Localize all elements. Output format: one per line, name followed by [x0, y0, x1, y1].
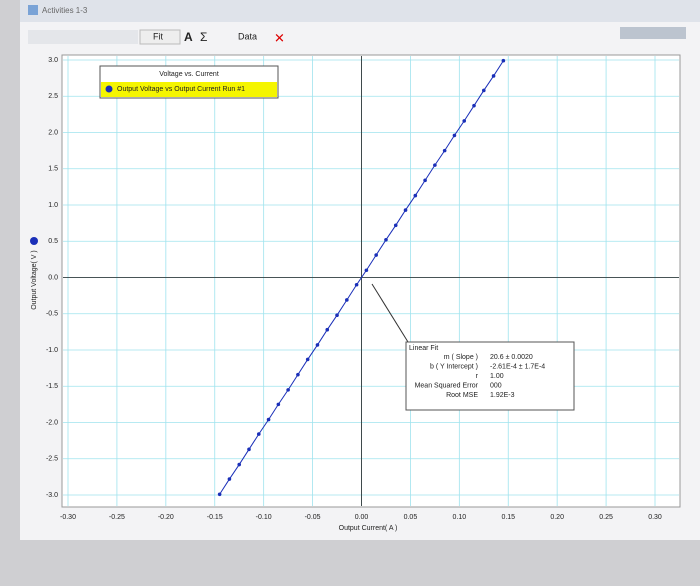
- y-tick-label: 0.0: [48, 274, 58, 281]
- fit-value: 20.6 ± 0.0020: [490, 354, 533, 361]
- plot-area: [61, 54, 681, 508]
- y-tick-label: 1.0: [48, 202, 58, 209]
- data-point: [364, 268, 369, 273]
- data-point: [266, 417, 271, 422]
- fit-label: Mean Squared Error: [415, 382, 479, 389]
- fit-label: Root MSE: [446, 392, 478, 399]
- y-tick-label: -2.0: [46, 419, 58, 426]
- y-tick-label: 2.5: [48, 93, 58, 100]
- data-point: [256, 432, 261, 436]
- x-tick-label: -0.25: [109, 514, 125, 521]
- legend-highlight: [101, 82, 277, 97]
- data-point: [276, 402, 281, 407]
- y-tick-label: 2.0: [48, 129, 58, 136]
- data-point: [315, 343, 320, 347]
- fit-label: b ( Y Intercept ): [430, 363, 478, 370]
- y-axis-label: Output Voltage( V ): [31, 250, 38, 310]
- x-tick-label: -0.15: [207, 514, 223, 521]
- data-point: [442, 148, 447, 153]
- x-tick-label: -0.05: [305, 514, 321, 521]
- toolbar-label[interactable]: Σ: [200, 30, 207, 44]
- data-point: [286, 388, 290, 392]
- fit-label: m ( Slope ): [444, 354, 478, 361]
- x-tick-label: -0.20: [158, 514, 174, 521]
- data-point: [413, 193, 418, 198]
- y-tick-label: 0.5: [48, 238, 58, 245]
- toolbar-label[interactable]: Fit: [153, 31, 163, 41]
- data-point: [481, 88, 486, 93]
- data-point: [345, 298, 349, 302]
- x-tick-label: 0.20: [550, 514, 564, 521]
- data-point: [217, 492, 222, 497]
- x-tick-label: 0.00: [355, 514, 369, 521]
- data-point: [325, 327, 330, 332]
- y-tick-label: -3.0: [46, 492, 58, 499]
- y-series-marker: [30, 237, 38, 245]
- data-point: [227, 477, 232, 481]
- legend-title: Voltage vs. Current: [159, 71, 219, 78]
- data-point: [247, 447, 251, 452]
- legend-marker: [105, 85, 113, 93]
- data-point: [423, 178, 427, 183]
- y-tick-label: -1.5: [46, 383, 58, 390]
- fit-value: 000: [490, 382, 502, 389]
- data-point: [354, 282, 359, 287]
- data-point: [462, 119, 467, 123]
- data-point: [335, 313, 339, 318]
- data-point: [296, 372, 300, 377]
- x-tick-label: 0.10: [453, 514, 467, 521]
- data-point: [433, 163, 437, 167]
- fit-value: 1.00: [490, 373, 504, 380]
- y-tick-label: 3.0: [48, 57, 58, 64]
- x-tick-label: -0.30: [60, 514, 76, 521]
- x-tick-label: 0.05: [404, 514, 418, 521]
- toolbar-label[interactable]: A: [184, 30, 193, 44]
- series-line: [219, 60, 504, 495]
- y-tick-label: -0.5: [46, 311, 58, 318]
- data-point: [374, 253, 378, 257]
- x-axis-label: Output Current( A ): [339, 525, 398, 532]
- window-controls[interactable]: [620, 27, 686, 39]
- data-point: [305, 357, 310, 362]
- legend: Voltage vs. Current Output Voltage vs Ou…: [99, 65, 279, 99]
- fit-box: [405, 341, 575, 411]
- x-tick-label: -0.10: [256, 514, 272, 521]
- x-tick-label: 0.25: [599, 514, 613, 521]
- data-point: [452, 133, 457, 138]
- window-title: Activities 1-3: [42, 6, 88, 15]
- y-tick-label: -2.5: [46, 456, 58, 463]
- data-point: [237, 462, 242, 467]
- title-bar: [20, 0, 700, 22]
- fit-label: r: [476, 373, 479, 380]
- app-icon: [28, 5, 38, 15]
- toolbar-label[interactable]: Data: [238, 31, 257, 41]
- fit-value: 1.92E-3: [490, 392, 515, 399]
- data-point: [403, 208, 408, 212]
- fit-button[interactable]: [139, 29, 181, 45]
- toolbar-icons[interactable]: [28, 30, 138, 44]
- y-tick-label: -1.0: [46, 347, 58, 354]
- data-point: [501, 58, 506, 63]
- data-point: [384, 238, 388, 242]
- x-tick-label: 0.30: [648, 514, 662, 521]
- fit-title: Linear Fit: [409, 345, 438, 352]
- data-point: [491, 74, 496, 78]
- x-tick-label: 0.15: [501, 514, 515, 521]
- fit-value: -2.61E-4 ± 1.7E-4: [490, 363, 545, 370]
- close-icon[interactable]: ✕: [274, 30, 285, 45]
- fit-leader: [371, 283, 409, 343]
- data-point: [393, 223, 398, 228]
- data-point: [472, 103, 476, 108]
- legend-entry[interactable]: Output Voltage vs Output Current Run #1: [117, 86, 245, 93]
- y-tick-label: 1.5: [48, 166, 58, 173]
